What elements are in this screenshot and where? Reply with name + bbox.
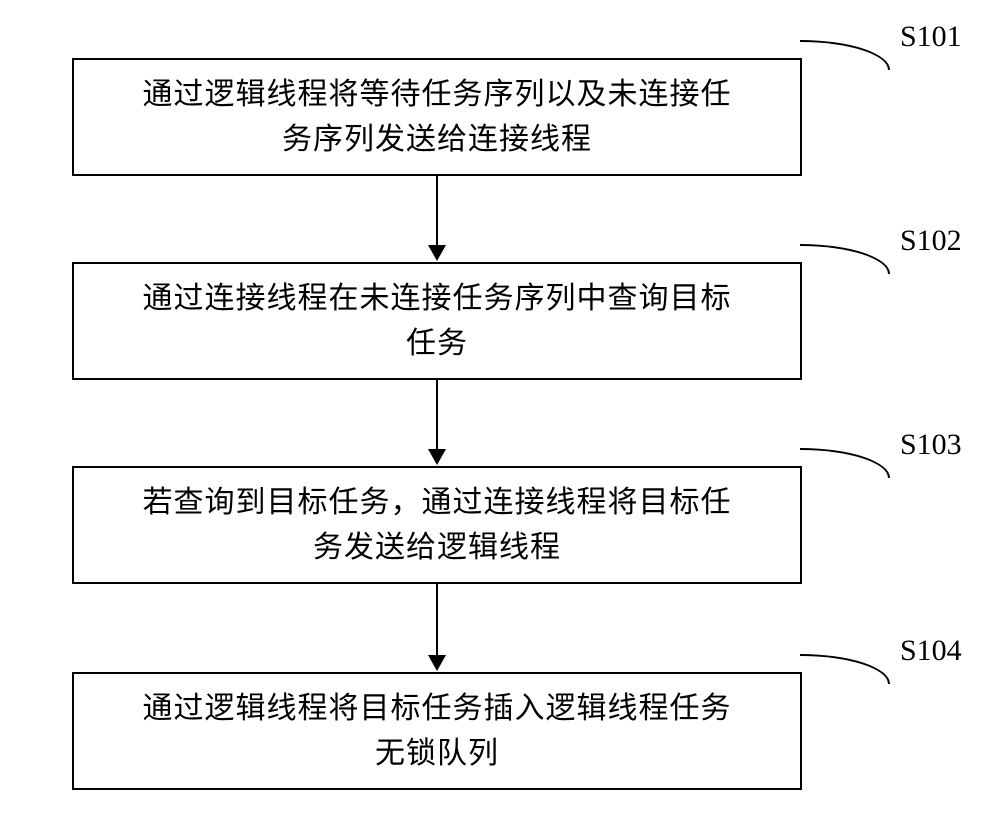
arrow-line-1 (436, 176, 438, 245)
step-line1-s102: 通过连接线程在未连接任务序列中查询目标 (143, 282, 732, 315)
step-box-s103: 若查询到目标任务，通过连接线程将目标任 务发送给逻辑线程 (72, 466, 802, 584)
step-line1-s104: 通过逻辑线程将目标任务插入逻辑线程任务 (143, 692, 732, 725)
step-label-s103: S103 (900, 428, 962, 462)
step-box-s101: 通过逻辑线程将等待任务序列以及未连接任 务序列发送给连接线程 (72, 58, 802, 176)
step-line1-s103: 若查询到目标任务，通过连接线程将目标任 (143, 486, 732, 519)
step-text-s103: 若查询到目标任务，通过连接线程将目标任 务发送给逻辑线程 (143, 480, 732, 570)
connector-s103 (800, 448, 890, 478)
connector-s101 (800, 40, 890, 70)
step-line2-s103: 务发送给逻辑线程 (313, 531, 561, 564)
arrow-head-1 (428, 245, 446, 261)
step-text-s101: 通过逻辑线程将等待任务序列以及未连接任 务序列发送给连接线程 (143, 72, 732, 162)
step-label-s104: S104 (900, 634, 962, 668)
step-box-s104: 通过逻辑线程将目标任务插入逻辑线程任务 无锁队列 (72, 672, 802, 790)
step-label-s102: S102 (900, 224, 962, 258)
connector-s102 (800, 244, 890, 274)
step-line1-s101: 通过逻辑线程将等待任务序列以及未连接任 (143, 78, 732, 111)
step-line2-s101: 务序列发送给连接线程 (282, 123, 592, 156)
step-box-s102: 通过连接线程在未连接任务序列中查询目标 任务 (72, 262, 802, 380)
arrow-line-3 (436, 584, 438, 655)
step-line2-s104: 无锁队列 (375, 737, 499, 770)
step-text-s102: 通过连接线程在未连接任务序列中查询目标 任务 (143, 276, 732, 366)
arrow-head-3 (428, 655, 446, 671)
step-text-s104: 通过逻辑线程将目标任务插入逻辑线程任务 无锁队列 (143, 686, 732, 776)
step-label-s101: S101 (900, 20, 962, 54)
flowchart-canvas: S101 通过逻辑线程将等待任务序列以及未连接任 务序列发送给连接线程 S102… (0, 0, 1000, 833)
connector-s104 (800, 654, 890, 684)
step-line2-s102: 任务 (406, 327, 468, 360)
arrow-line-2 (436, 380, 438, 449)
arrow-head-2 (428, 449, 446, 465)
